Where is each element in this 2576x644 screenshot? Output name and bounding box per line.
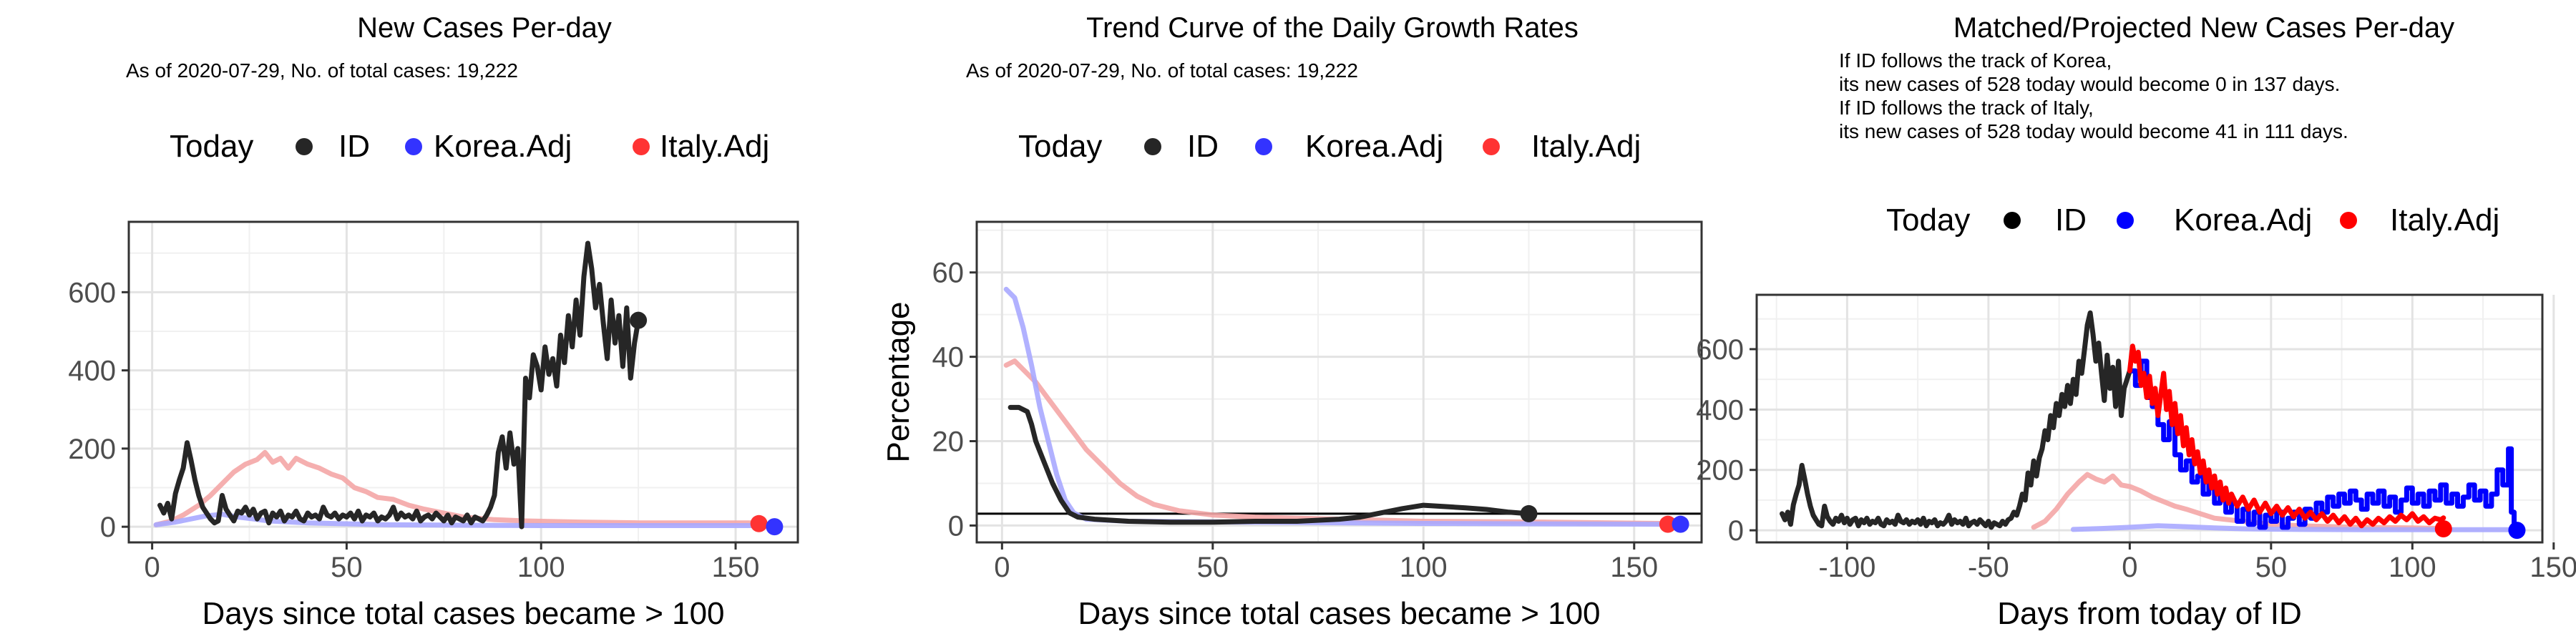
series-line-italy-adj bbox=[153, 449, 762, 527]
today-marker-italy-adj bbox=[750, 514, 768, 532]
series-line-id bbox=[1780, 310, 2132, 530]
chart-title: Matched/Projected New Cases Per-day bbox=[1953, 12, 2454, 44]
legend-label-italy-adj: Italy.Adj bbox=[660, 129, 769, 164]
x-tick-label: 0 bbox=[144, 552, 160, 583]
axes: -100 -50 0 50 100 150 0 200 400 600 bbox=[1696, 334, 2576, 583]
legend: Today ID Korea.Adj Italy.Adj bbox=[170, 129, 769, 164]
series-line-id bbox=[157, 240, 641, 530]
x-tick-label: 50 bbox=[2255, 552, 2288, 583]
chart-subtitle: As of 2020-07-29, No. of total cases: 19… bbox=[126, 59, 518, 82]
today-marker-italy-adj bbox=[2434, 520, 2452, 538]
legend-label-korea-adj: Korea.Adj bbox=[1305, 129, 1443, 164]
y-tick-label: 0 bbox=[100, 512, 116, 543]
chart-title: Trend Curve of the Daily Growth Rates bbox=[1086, 12, 1579, 44]
y-tick-label: 600 bbox=[68, 277, 116, 308]
x-tick-label: 100 bbox=[517, 552, 565, 583]
series-line-id bbox=[1008, 404, 1531, 525]
legend-title: Today bbox=[170, 129, 253, 164]
legend-marker-korea-adj bbox=[1255, 138, 1272, 155]
legend-marker-korea-adj bbox=[2117, 212, 2134, 229]
x-axis-title: Days from today of ID bbox=[1997, 596, 2301, 631]
chart-1: New Cases Per-day As of 2020-07-29, No. o… bbox=[68, 12, 799, 631]
axes: 0 50 100 150 0 20 40 60 bbox=[932, 258, 1659, 583]
legend-title: Today bbox=[1886, 203, 1970, 238]
today-marker-id bbox=[630, 311, 648, 329]
x-tick-label: -100 bbox=[1818, 552, 1875, 583]
gridlines bbox=[1757, 295, 2555, 542]
chart-subtitle: As of 2020-07-29, No. of total cases: 19… bbox=[966, 59, 1358, 82]
series-line-italy-adj-matched bbox=[2031, 472, 2446, 532]
legend-label-korea-adj: Korea.Adj bbox=[2174, 203, 2312, 238]
legend-label-italy-adj: Italy.Adj bbox=[2390, 203, 2499, 238]
y-axis-title: Percentage bbox=[881, 301, 916, 462]
series-line-korea-adj-matched bbox=[2070, 523, 2519, 532]
series-group bbox=[1780, 310, 2519, 533]
y-tick-label: 200 bbox=[1696, 455, 1744, 487]
plot-border bbox=[975, 220, 1703, 544]
legend-marker-italy-adj bbox=[2340, 212, 2357, 229]
axes: 0 50 100 150 0 200 400 600 bbox=[68, 277, 759, 583]
x-tick-label: 0 bbox=[994, 552, 1010, 583]
x-tick-label: 150 bbox=[712, 552, 760, 583]
chart-3: Matched/Projected New Cases Per-day If ID… bbox=[1696, 12, 2576, 631]
legend-marker-korea-adj bbox=[405, 138, 422, 155]
series-line-korea-adj bbox=[2127, 358, 2519, 533]
chart-subtitle: its new cases of 528 today would become … bbox=[1839, 73, 2340, 95]
chart-subtitle: If ID follows the track of Korea, bbox=[1839, 49, 2112, 72]
series-line-italy-adj bbox=[2127, 343, 2446, 529]
today-marker-korea-adj bbox=[1672, 515, 1689, 533]
y-tick-label: 400 bbox=[68, 356, 116, 387]
legend-marker-italy-adj bbox=[1483, 138, 1500, 155]
plot-panel bbox=[977, 222, 1702, 542]
series-line-korea-adj bbox=[153, 512, 777, 528]
legend-label-id: ID bbox=[1187, 129, 1219, 164]
today-marker-korea-adj bbox=[766, 518, 784, 536]
legend-title: Today bbox=[1018, 129, 1102, 164]
x-tick-label: -50 bbox=[1968, 552, 2009, 583]
x-tick-label: 150 bbox=[1610, 552, 1658, 583]
y-tick-label: 600 bbox=[1696, 334, 1744, 366]
y-tick-label: 200 bbox=[68, 434, 116, 465]
legend-label-id: ID bbox=[2055, 203, 2087, 238]
x-tick-label: 50 bbox=[1197, 552, 1229, 583]
plot-border bbox=[1755, 293, 2544, 544]
y-tick-label: 40 bbox=[932, 342, 965, 374]
x-tick-label: 150 bbox=[2529, 552, 2576, 583]
y-tick-label: 400 bbox=[1696, 394, 1744, 426]
legend: Today ID Korea.Adj Italy.Adj bbox=[1886, 203, 2499, 238]
legend-label-italy-adj: Italy.Adj bbox=[1531, 129, 1641, 164]
chart-subtitle: If ID follows the track of Italy, bbox=[1839, 97, 2094, 119]
x-axis-title: Days since total cases became > 100 bbox=[1078, 596, 1600, 631]
plot-panel bbox=[129, 222, 798, 542]
y-tick-label: 0 bbox=[948, 510, 964, 542]
legend-marker-id bbox=[1144, 138, 1161, 155]
y-tick-label: 60 bbox=[932, 258, 965, 289]
gridlines bbox=[129, 222, 798, 542]
x-tick-label: 50 bbox=[331, 552, 363, 583]
x-axis-title: Days since total cases became > 100 bbox=[202, 596, 724, 631]
legend-marker-id bbox=[296, 138, 313, 155]
x-tick-label: 100 bbox=[1400, 552, 1448, 583]
legend: Today ID Korea.Adj Italy.Adj bbox=[1018, 129, 1641, 164]
series-group bbox=[153, 240, 777, 530]
chart-subtitle: its new cases of 528 today would become … bbox=[1839, 120, 2348, 142]
legend-label-korea-adj: Korea.Adj bbox=[434, 129, 572, 164]
today-marker-korea-adj bbox=[2508, 522, 2526, 540]
series-group bbox=[1003, 286, 1679, 527]
y-tick-label: 20 bbox=[932, 426, 965, 458]
chart-title: New Cases Per-day bbox=[357, 12, 612, 44]
x-tick-label: 100 bbox=[2389, 552, 2436, 583]
x-tick-label: 0 bbox=[2122, 552, 2137, 583]
legend-marker-id bbox=[2004, 212, 2021, 229]
today-marker-id bbox=[1520, 504, 1538, 522]
legend-label-id: ID bbox=[338, 129, 370, 164]
y-tick-label: 0 bbox=[1728, 515, 1744, 547]
today-marker-italy-adj bbox=[1659, 515, 1677, 533]
plot-border bbox=[127, 220, 799, 544]
legend-marker-italy-adj bbox=[633, 138, 650, 155]
chart-2: Trend Curve of the Daily Growth Rates As … bbox=[881, 12, 1703, 631]
